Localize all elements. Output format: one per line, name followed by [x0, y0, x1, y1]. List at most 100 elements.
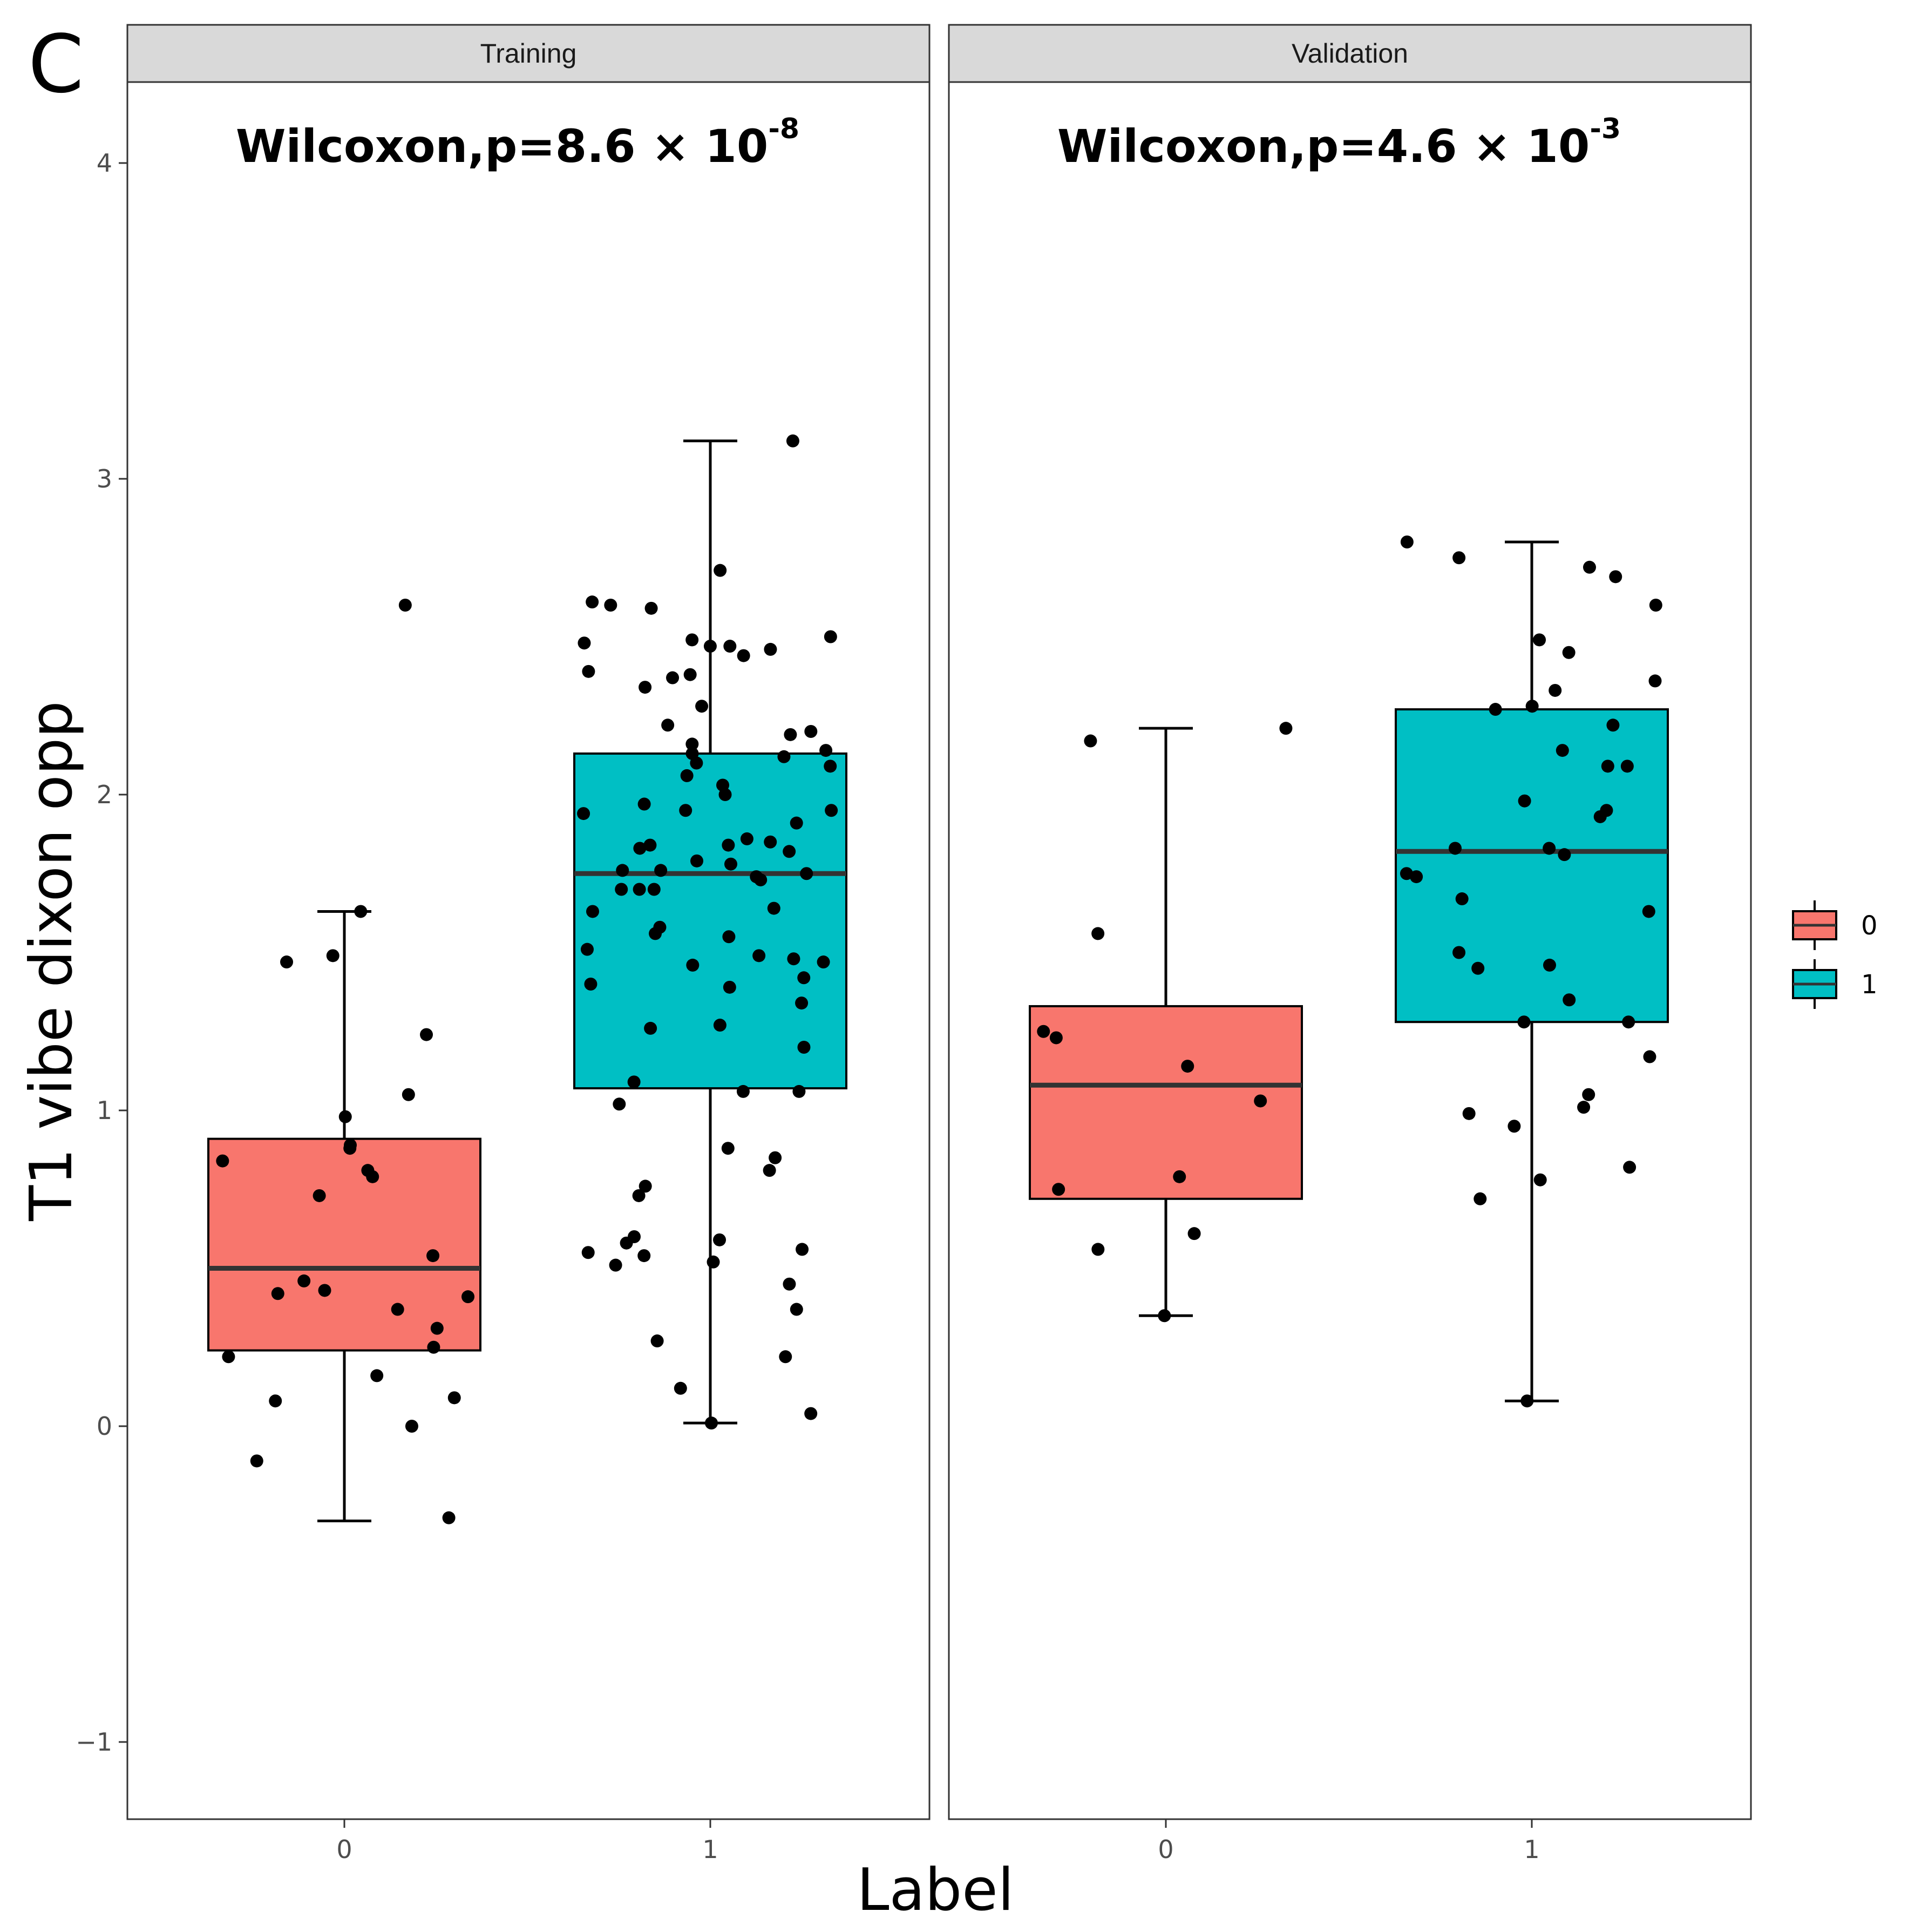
- data-point: [643, 838, 657, 852]
- data-point: [644, 601, 658, 615]
- wilcoxon-annotation: Wilcoxon,p=4.6 × 10-3: [1057, 113, 1621, 173]
- data-point: [1489, 703, 1502, 716]
- data-point: [1410, 870, 1423, 884]
- data-point: [783, 1277, 796, 1291]
- data-point: [695, 700, 709, 713]
- data-point: [1052, 1183, 1065, 1196]
- data-point: [1091, 927, 1105, 940]
- data-point: [661, 718, 675, 732]
- data-point: [639, 681, 652, 694]
- data-point: [650, 1334, 664, 1348]
- data-point: [632, 1189, 646, 1202]
- facet-validation: Validation Wilcoxon,p=4.6 × 10-3: [948, 24, 1752, 1820]
- data-point: [1643, 1050, 1656, 1063]
- data-point: [763, 1164, 776, 1177]
- data-point: [1563, 993, 1576, 1007]
- x-tick-label: 1: [1524, 1835, 1539, 1864]
- x-axis-title: Label: [857, 1856, 1014, 1924]
- data-point: [578, 636, 591, 650]
- data-point: [666, 671, 680, 684]
- data-point: [752, 949, 766, 962]
- data-point: [777, 750, 791, 763]
- data-point: [764, 835, 777, 849]
- data-point: [313, 1189, 326, 1202]
- data-point: [1518, 794, 1531, 808]
- data-point: [1279, 722, 1293, 735]
- data-point: [817, 955, 830, 969]
- data-point: [1187, 1227, 1201, 1240]
- x-tick-label: 0: [1158, 1835, 1173, 1864]
- data-point: [1037, 1025, 1050, 1038]
- data-point: [1648, 674, 1662, 688]
- data-point: [1622, 1015, 1635, 1029]
- facet-training: Training Wilcoxon,p=8.6 × 10-8: [126, 24, 931, 1820]
- data-point: [269, 1394, 282, 1408]
- data-point: [679, 804, 692, 817]
- data-point: [584, 978, 597, 991]
- data-point: [723, 640, 737, 653]
- data-point: [1620, 760, 1634, 773]
- y-tick-label: −1: [76, 1727, 112, 1757]
- x-tick-label: 1: [702, 1835, 718, 1864]
- data-point: [1583, 560, 1596, 574]
- data-point: [1623, 1161, 1637, 1174]
- data-point: [1549, 683, 1562, 697]
- data-point: [586, 905, 599, 918]
- box-group-1: [573, 434, 847, 1430]
- panel-border: [948, 81, 1752, 1820]
- data-point: [633, 883, 646, 896]
- data-point: [1533, 633, 1546, 647]
- facet-panels: Training Wilcoxon,p=8.6 × 10-8 Validation W…: [126, 24, 1752, 1820]
- data-point: [366, 1170, 379, 1183]
- panel-letter: C: [28, 18, 84, 111]
- data-point: [370, 1369, 384, 1382]
- data-point: [790, 1303, 803, 1316]
- box-group-0: [1029, 722, 1303, 1323]
- data-point: [615, 883, 628, 896]
- data-point: [1609, 570, 1622, 584]
- data-point: [825, 804, 838, 817]
- data-point: [354, 905, 368, 918]
- data-point: [769, 1151, 782, 1164]
- data-point: [1254, 1094, 1267, 1108]
- data-point: [1400, 867, 1413, 880]
- y-tick-label: 2: [97, 780, 112, 809]
- data-point: [1582, 1088, 1595, 1101]
- data-point: [683, 668, 697, 681]
- data-point: [427, 1340, 440, 1354]
- y-tick-label: 3: [97, 464, 112, 493]
- data-point: [1520, 1394, 1534, 1408]
- data-point: [685, 737, 699, 751]
- y-tick-label: 0: [97, 1412, 112, 1441]
- data-point: [222, 1350, 235, 1364]
- annotation-exponent: -3: [1590, 113, 1621, 145]
- data-point: [639, 1179, 652, 1193]
- data-point: [1593, 810, 1607, 823]
- data-point: [644, 1021, 657, 1035]
- data-point: [786, 434, 799, 448]
- data-point: [637, 797, 651, 811]
- annotation-exponent: -8: [768, 113, 799, 145]
- data-point: [391, 1303, 404, 1316]
- data-point: [724, 857, 737, 871]
- data-point: [633, 842, 647, 855]
- box-group-0: [207, 599, 481, 1524]
- data-point: [654, 864, 668, 877]
- data-point: [581, 1246, 595, 1259]
- data-point: [647, 883, 661, 896]
- data-point: [783, 845, 796, 858]
- data-point: [1649, 599, 1662, 612]
- data-point: [804, 725, 818, 738]
- data-point: [1543, 842, 1556, 855]
- data-point: [580, 943, 594, 956]
- data-point: [1471, 961, 1485, 975]
- data-point: [1084, 734, 1097, 748]
- data-point: [1525, 700, 1539, 713]
- data-point: [1533, 1173, 1547, 1187]
- legend-item-0: 0: [1792, 900, 1878, 950]
- wilcoxon-annotation: Wilcoxon,p=8.6 × 10-8: [236, 113, 799, 173]
- data-point: [1474, 1192, 1487, 1205]
- y-tick-label: 4: [97, 148, 112, 178]
- data-point: [609, 1258, 622, 1272]
- data-point: [685, 633, 699, 647]
